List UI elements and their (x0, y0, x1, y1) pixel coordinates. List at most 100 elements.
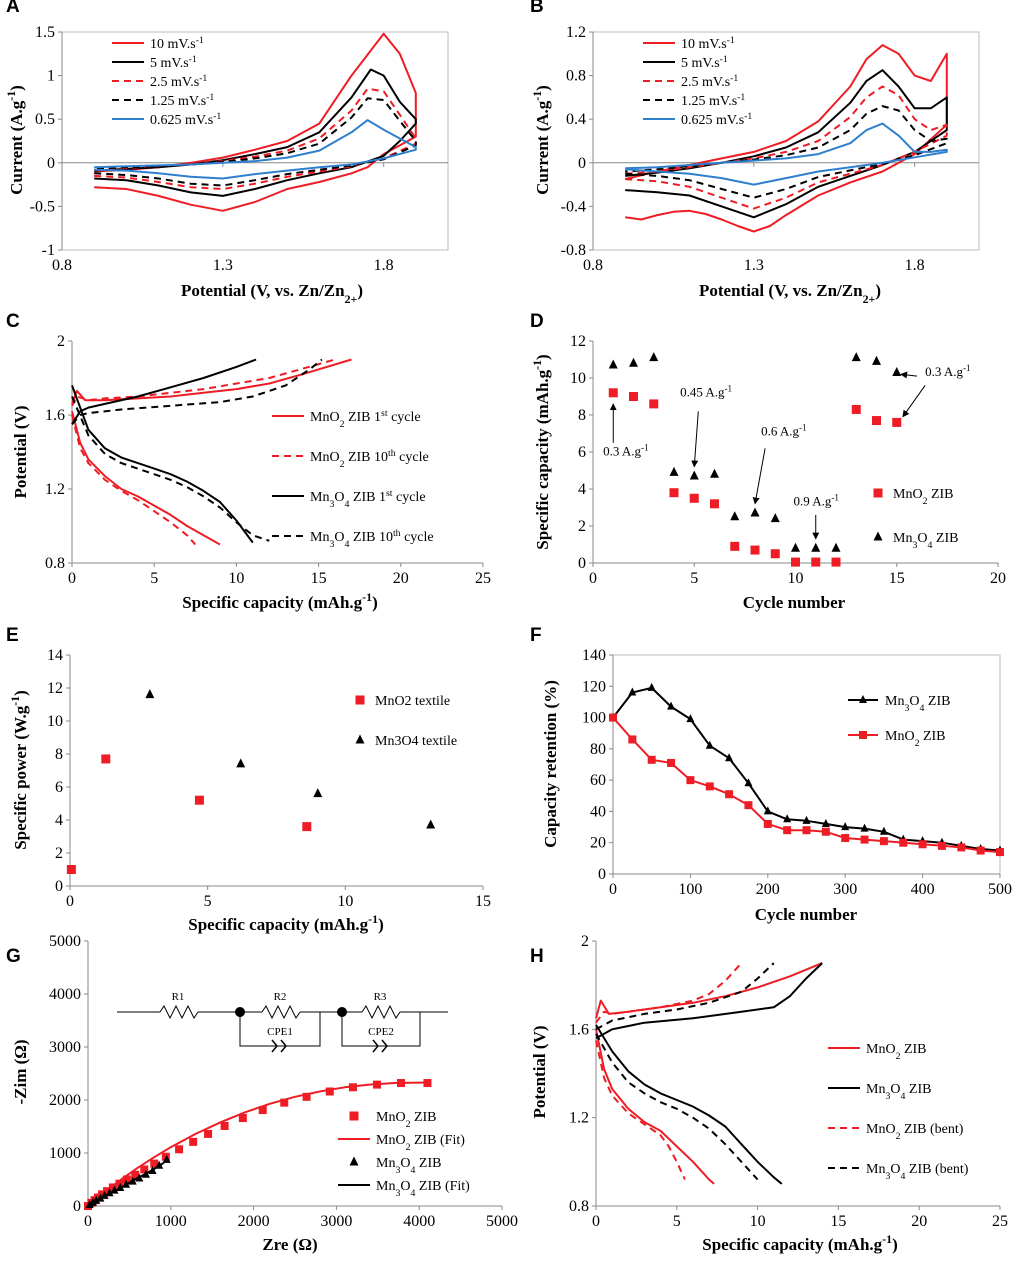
y-tick-label: 40 (590, 803, 606, 820)
y-tick-label: 1.5 (35, 24, 55, 41)
resistor-r1 (159, 1004, 199, 1020)
data-point-0 (325, 1087, 334, 1096)
y-tick-label: 0 (55, 878, 63, 895)
data-point-1 (763, 819, 772, 828)
panel-label: A (6, 0, 20, 17)
panel-label: D (530, 311, 544, 332)
y-tick-label: 10 (570, 370, 586, 387)
data-point-0 (750, 545, 760, 555)
data-point-1 (426, 819, 436, 829)
data-point-0 (280, 1098, 289, 1107)
x-tick-label: 15 (311, 570, 327, 587)
data-point-1 (629, 357, 638, 367)
x-tick-label: 5 (673, 1213, 681, 1230)
legend-entry-4: 0.625 mV.s-1 (150, 111, 221, 129)
legend-entry-1: 5 mV.s-1 (150, 54, 197, 72)
x-tick-label: 15 (889, 570, 905, 587)
legend-entry-1: Mn3O4 ZIB (893, 531, 958, 551)
data-point-0 (802, 815, 811, 824)
legend-marker (873, 531, 883, 541)
charge-curve-1 (595, 962, 823, 1040)
circuit-label-cpe2: CPE2 (368, 1026, 394, 1038)
y-tick-label: 12 (47, 680, 63, 697)
y-axis-label: Current (A.g-1) (4, 85, 26, 195)
legend-marker (349, 1156, 359, 1166)
y-axis-label: Current (A.g-1) (530, 85, 552, 195)
data-point-1 (899, 838, 908, 847)
cpe-symbol (271, 1039, 287, 1053)
data-point-1 (628, 735, 637, 744)
x-tick-label: 0 (589, 570, 597, 587)
legend-entry-2: Mn3O4 ZIB 1st cycle (310, 488, 426, 510)
discharge-curve-1 (71, 414, 197, 546)
x-tick-label: 400 (911, 881, 935, 898)
charge-curve-3 (595, 962, 775, 1031)
legend-entry-0: MnO2 ZIB (866, 1042, 927, 1062)
annotation-label-2: 0.6 A.g-1 (761, 422, 807, 438)
x-tick-label: 0 (609, 881, 617, 898)
panel-G: G 0 1000 2000 3000 4000 5000 0 1000 2000 3000 4000 5… (6, 933, 518, 1230)
data-point-0 (258, 1106, 267, 1115)
annotation-label-0: 0.3 A.g-1 (603, 443, 649, 459)
y-tick-label: 2 (581, 933, 589, 950)
discharge-curve-3 (71, 396, 270, 542)
y-axis-label: Specific capacity (mAh.g-1) (530, 354, 552, 549)
data-point-1 (783, 826, 792, 835)
charge-curve-2 (71, 358, 257, 425)
legend-marker (349, 1111, 359, 1121)
panel-A: A 0.8 1.3 1.8 -1 -0.5 0 0.5 1 1.5 (6, 0, 449, 274)
resistor-r3 (361, 1004, 401, 1020)
data-point-0 (892, 417, 902, 427)
legend-entry-1: Mn3O4 ZIB (866, 1082, 931, 1102)
data-point-1 (730, 511, 740, 521)
x-axis-label: Specific capacity (mAh.g-1) (188, 912, 383, 934)
data-point-0 (66, 865, 76, 874)
data-point-0 (783, 814, 792, 823)
circuit-label-r2: R2 (274, 991, 287, 1003)
data-point-1 (841, 834, 850, 843)
discharge-curve-2 (595, 1040, 686, 1180)
panel-label: B (530, 0, 544, 17)
panel-H: H 0 5 10 15 20 25 0.8 1.2 1.6 2 (530, 933, 1008, 1230)
annotation-label-3: 0.9 A.g-1 (793, 493, 839, 509)
legend-entry-2: 2.5 mV.s-1 (150, 73, 207, 91)
x-tick-label: 5000 (486, 1213, 518, 1230)
y-tick-label: 6 (578, 444, 586, 461)
panel-C: C 0 5 10 15 20 25 0.8 1.2 1.6 2 (6, 311, 491, 587)
charge-curve-1 (71, 358, 336, 407)
data-point-1 (710, 468, 719, 478)
data-point-1 (744, 801, 753, 810)
series-line-0 (94, 32, 417, 212)
y-tick-label: 12 (570, 333, 586, 350)
legend-entry-3: Mn3O4 ZIB 10th cycle (310, 528, 434, 550)
x-tick-label: 1.3 (213, 257, 233, 274)
legend-entry-0: MnO2 ZIB 1st cycle (310, 408, 421, 430)
discharge-curve-1 (595, 1024, 783, 1185)
data-point-0 (851, 404, 861, 414)
y-tick-label: 0.8 (45, 555, 65, 572)
y-axis-label: -Zim (Ω) (11, 1039, 30, 1104)
y-tick-label: -0.4 (561, 198, 586, 215)
data-point-1 (918, 840, 927, 849)
y-tick-label: 2 (57, 333, 65, 350)
x-tick-label: 15 (830, 1213, 846, 1230)
x-tick-label: 25 (992, 1213, 1008, 1230)
data-point-0 (302, 822, 312, 832)
x-tick-label: 10 (337, 893, 353, 910)
data-point-0 (204, 1129, 213, 1138)
circuit-label-r3: R3 (374, 991, 387, 1003)
legend-entry-3: Mn3O4 ZIB (bent) (866, 1162, 969, 1182)
x-tick-label: 0 (84, 1213, 92, 1230)
data-point-1 (821, 827, 830, 836)
legend-marker (355, 734, 365, 744)
series-line-1 (625, 69, 948, 219)
data-point-0 (686, 714, 695, 723)
x-tick-label: 1000 (155, 1213, 187, 1230)
fit-line-3 (87, 1158, 169, 1207)
x-tick-label: 10 (750, 1213, 766, 1230)
data-point-1 (313, 788, 323, 798)
legend-entry-2: Mn3O4 ZIB (376, 1156, 441, 1176)
x-tick-label: 0 (66, 893, 74, 910)
y-tick-label: 0.8 (566, 68, 586, 85)
